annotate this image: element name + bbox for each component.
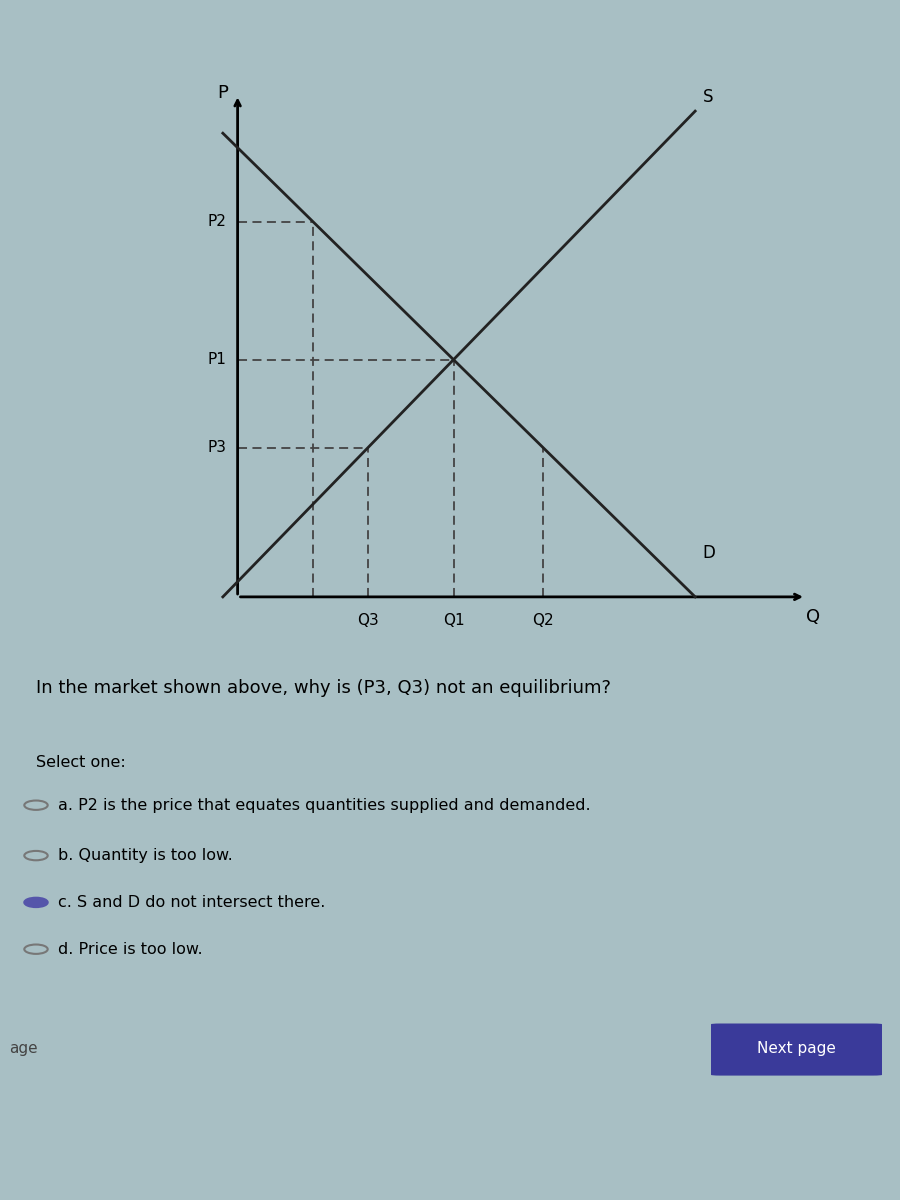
Text: c. S and D do not intersect there.: c. S and D do not intersect there. — [58, 895, 326, 910]
FancyBboxPatch shape — [711, 1024, 882, 1075]
Text: P3: P3 — [208, 440, 227, 455]
Text: b. Quantity is too low.: b. Quantity is too low. — [58, 848, 233, 863]
Circle shape — [24, 898, 48, 907]
Text: P1: P1 — [208, 352, 227, 367]
Text: P2: P2 — [208, 214, 227, 229]
Text: In the market shown above, why is (P3, Q3) not an equilibrium?: In the market shown above, why is (P3, Q… — [36, 679, 611, 697]
Text: Q: Q — [806, 608, 821, 626]
Text: D: D — [703, 544, 716, 562]
Text: d. Price is too low.: d. Price is too low. — [58, 942, 203, 956]
Text: Select one:: Select one: — [36, 755, 126, 770]
Text: S: S — [703, 88, 713, 106]
Text: Next page: Next page — [757, 1042, 836, 1056]
Text: Q1: Q1 — [443, 613, 464, 629]
Text: Q2: Q2 — [533, 613, 554, 629]
Text: Q3: Q3 — [357, 613, 379, 629]
Text: age: age — [9, 1042, 38, 1056]
Text: P: P — [218, 84, 229, 102]
Text: a. P2 is the price that equates quantities supplied and demanded.: a. P2 is the price that equates quantiti… — [58, 798, 591, 812]
